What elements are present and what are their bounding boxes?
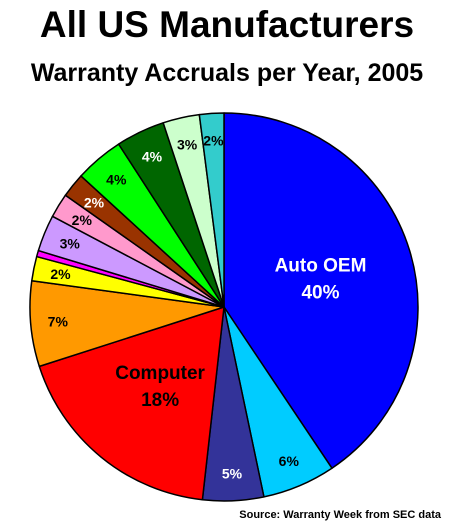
- slice-value-label-10: 2%: [84, 194, 105, 210]
- chart-subtitle: Warranty Accruals per Year, 2005: [31, 59, 423, 87]
- pie-slice-14: [198, 112, 225, 308]
- chart-title: All US Manufacturers: [40, 4, 414, 45]
- pie-slice-4: [38, 306, 225, 501]
- slice-value-label-6: 2%: [50, 266, 71, 282]
- slice-value-label-1: 40%: [301, 283, 339, 304]
- slice-value-label-12: 4%: [142, 149, 163, 165]
- source-note: Source: Warranty Week from SEC data: [239, 509, 442, 521]
- slice-value-label-4: 18%: [141, 390, 179, 411]
- pie-labels: Auto OEM40%6%5%Computer18%7%2%3%2%2%4%4%…: [48, 133, 367, 482]
- slice-value-label-2: 6%: [279, 453, 300, 469]
- slice-value-label-5: 7%: [48, 314, 69, 330]
- slice-value-label-8: 3%: [60, 236, 81, 252]
- slice-value-label-9: 2%: [72, 212, 93, 228]
- slice-value-label-14: 2%: [203, 133, 224, 149]
- slice-name-label-4: Computer: [115, 363, 205, 384]
- pie-slices: [29, 112, 419, 502]
- slice-value-label-11: 4%: [106, 172, 127, 188]
- slice-value-label-3: 5%: [222, 466, 243, 482]
- slice-name-label-1: Auto OEM: [275, 256, 367, 277]
- slice-value-label-13: 3%: [177, 136, 198, 152]
